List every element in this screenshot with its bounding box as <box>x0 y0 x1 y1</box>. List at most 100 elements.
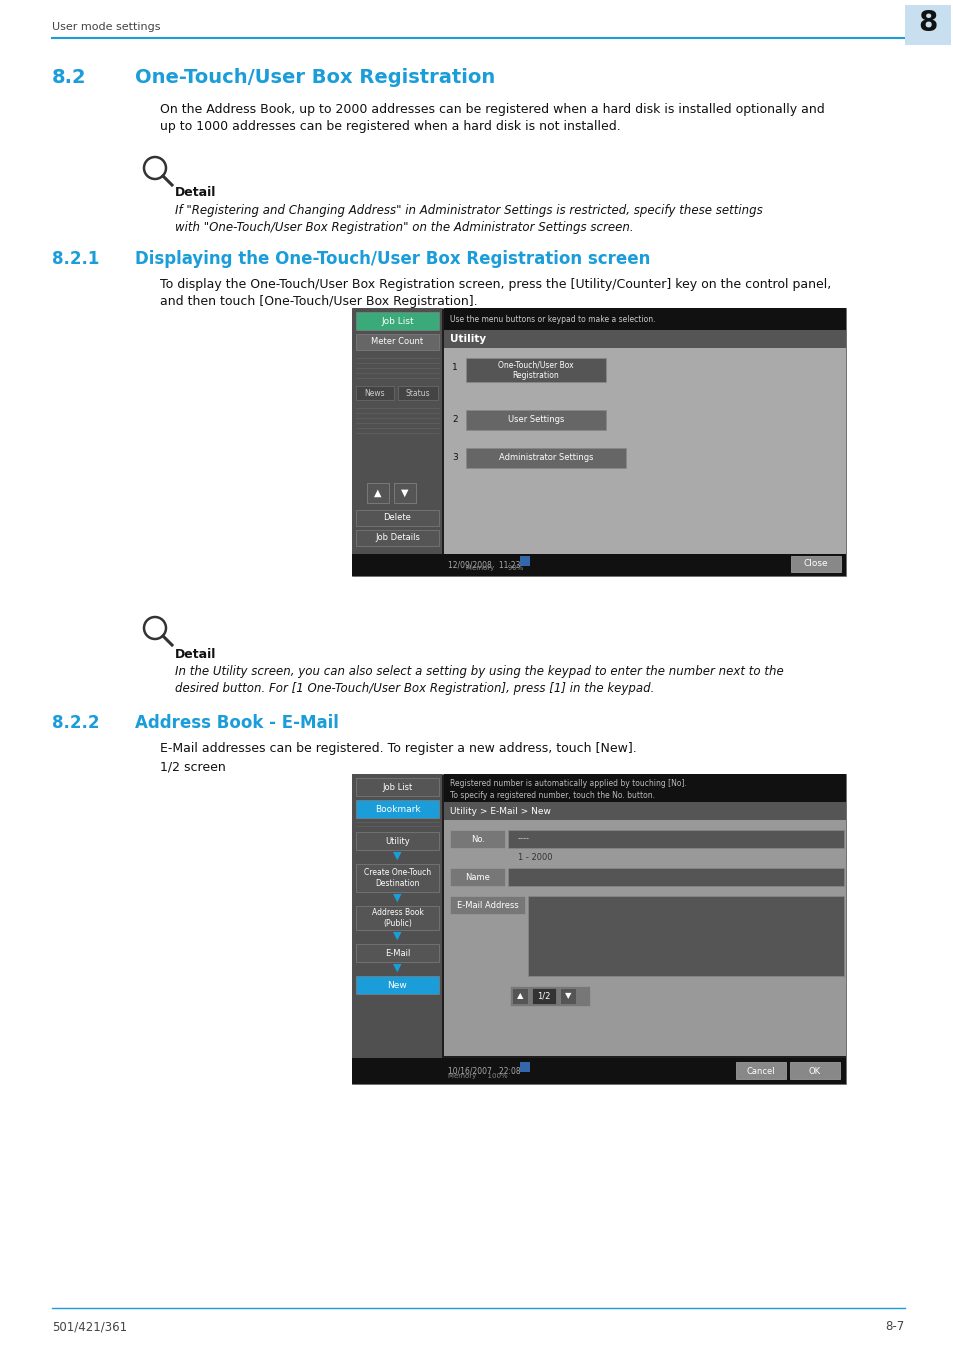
Text: 2: 2 <box>452 415 457 423</box>
Text: ▼: ▼ <box>393 893 401 902</box>
Text: ▲: ▲ <box>517 992 522 1001</box>
Text: 1/2 screen: 1/2 screen <box>160 761 226 773</box>
Text: E-Mail Address: E-Mail Address <box>456 901 518 909</box>
Text: 8: 8 <box>918 9 937 36</box>
FancyBboxPatch shape <box>352 774 845 1084</box>
Text: 8-7: 8-7 <box>884 1320 904 1333</box>
Text: Job Details: Job Details <box>375 534 419 543</box>
FancyBboxPatch shape <box>355 312 438 330</box>
Text: ▼: ▼ <box>564 992 571 1001</box>
Text: 8.2.1: 8.2.1 <box>52 250 99 267</box>
FancyBboxPatch shape <box>355 800 438 817</box>
FancyBboxPatch shape <box>450 867 504 886</box>
Text: E-Mail: E-Mail <box>384 948 410 958</box>
Text: Displaying the One-Touch/User Box Registration screen: Displaying the One-Touch/User Box Regist… <box>135 250 650 267</box>
FancyBboxPatch shape <box>355 778 438 796</box>
FancyBboxPatch shape <box>789 1062 840 1079</box>
Text: OK: OK <box>808 1066 821 1075</box>
FancyBboxPatch shape <box>465 449 625 467</box>
Text: 1/2: 1/2 <box>537 992 550 1001</box>
FancyBboxPatch shape <box>510 986 589 1006</box>
Text: ----: ---- <box>517 835 530 843</box>
Text: To specify a registered number, touch the No. button.: To specify a registered number, touch th… <box>450 790 655 800</box>
Text: Bookmark: Bookmark <box>375 804 420 813</box>
FancyBboxPatch shape <box>355 530 438 546</box>
FancyBboxPatch shape <box>443 820 845 1056</box>
Text: Address Book
(Public): Address Book (Public) <box>371 908 423 928</box>
FancyBboxPatch shape <box>559 988 576 1004</box>
Text: Meter Count: Meter Count <box>371 338 423 346</box>
Text: 12/09/2008   11:23: 12/09/2008 11:23 <box>448 561 520 570</box>
FancyBboxPatch shape <box>443 330 845 349</box>
FancyBboxPatch shape <box>394 484 416 503</box>
FancyBboxPatch shape <box>352 308 441 576</box>
FancyBboxPatch shape <box>465 358 605 382</box>
FancyBboxPatch shape <box>352 774 441 1084</box>
FancyBboxPatch shape <box>355 907 438 929</box>
FancyBboxPatch shape <box>443 349 845 554</box>
Text: 8.2.2: 8.2.2 <box>52 713 99 732</box>
FancyBboxPatch shape <box>397 386 437 400</box>
FancyBboxPatch shape <box>367 484 389 503</box>
Text: In the Utility screen, you can also select a setting by using the keypad to ente: In the Utility screen, you can also sele… <box>174 665 783 678</box>
Text: up to 1000 addresses can be registered when a hard disk is not installed.: up to 1000 addresses can be registered w… <box>160 120 620 132</box>
Text: Registered number is automatically applied by touching [No].: Registered number is automatically appli… <box>450 780 686 789</box>
Text: If "Registering and Changing Address" in Administrator Settings is restricted, s: If "Registering and Changing Address" in… <box>174 204 762 218</box>
FancyBboxPatch shape <box>450 896 524 915</box>
Text: User Settings: User Settings <box>507 416 563 424</box>
FancyBboxPatch shape <box>904 5 950 45</box>
FancyBboxPatch shape <box>519 557 530 566</box>
FancyBboxPatch shape <box>465 409 605 430</box>
Text: 501/421/361: 501/421/361 <box>52 1320 127 1333</box>
FancyBboxPatch shape <box>355 975 438 994</box>
Text: Memory     100%: Memory 100% <box>448 1073 507 1079</box>
FancyBboxPatch shape <box>507 830 843 848</box>
FancyBboxPatch shape <box>443 308 845 330</box>
Text: Detail: Detail <box>174 648 216 661</box>
Text: To display the One-Touch/User Box Registration screen, press the [Utility/Counte: To display the One-Touch/User Box Regist… <box>160 278 830 290</box>
Text: ▲: ▲ <box>374 488 381 499</box>
FancyBboxPatch shape <box>355 334 438 350</box>
FancyBboxPatch shape <box>512 988 527 1004</box>
FancyBboxPatch shape <box>507 867 843 886</box>
Text: News: News <box>364 389 385 397</box>
FancyBboxPatch shape <box>527 896 843 975</box>
Text: One-Touch/User Box Registration: One-Touch/User Box Registration <box>135 68 495 86</box>
FancyBboxPatch shape <box>443 802 845 820</box>
Text: Utility: Utility <box>450 334 486 345</box>
Text: Job List: Job List <box>381 316 414 326</box>
Text: New: New <box>387 981 407 989</box>
Text: Administrator Settings: Administrator Settings <box>498 454 593 462</box>
Text: Utility > E-Mail > New: Utility > E-Mail > New <box>450 807 550 816</box>
FancyBboxPatch shape <box>532 988 556 1004</box>
Text: Cancel: Cancel <box>746 1066 775 1075</box>
FancyBboxPatch shape <box>355 832 438 850</box>
Text: Address Book - E-Mail: Address Book - E-Mail <box>135 713 338 732</box>
FancyBboxPatch shape <box>352 554 845 576</box>
Text: Utility: Utility <box>385 836 410 846</box>
Text: 10/16/2007   22:08: 10/16/2007 22:08 <box>448 1066 520 1075</box>
Text: 1: 1 <box>452 363 457 373</box>
Text: Detail: Detail <box>174 186 216 199</box>
Text: with "One-Touch/User Box Registration" on the Administrator Settings screen.: with "One-Touch/User Box Registration" o… <box>174 222 633 234</box>
Text: Name: Name <box>465 873 490 881</box>
Text: Job List: Job List <box>382 782 413 792</box>
Text: ▼: ▼ <box>393 963 401 973</box>
FancyBboxPatch shape <box>355 865 438 892</box>
Text: ▼: ▼ <box>393 931 401 942</box>
FancyBboxPatch shape <box>352 1058 845 1084</box>
FancyBboxPatch shape <box>355 386 394 400</box>
Text: desired button. For [1 One-Touch/User Box Registration], press [1] in the keypad: desired button. For [1 One-Touch/User Bo… <box>174 682 654 694</box>
Text: E-Mail addresses can be registered. To register a new address, touch [New].: E-Mail addresses can be registered. To r… <box>160 742 636 755</box>
Text: ▼: ▼ <box>401 488 408 499</box>
Text: Memory      90%: Memory 90% <box>448 565 523 571</box>
FancyBboxPatch shape <box>355 944 438 962</box>
Text: 1 - 2000: 1 - 2000 <box>517 854 552 862</box>
FancyBboxPatch shape <box>355 509 438 526</box>
Text: Create One-Touch
Destination: Create One-Touch Destination <box>363 869 431 888</box>
FancyBboxPatch shape <box>735 1062 785 1079</box>
Text: Close: Close <box>802 559 827 569</box>
Text: No.: No. <box>471 835 484 843</box>
FancyBboxPatch shape <box>443 774 845 802</box>
Text: Status: Status <box>405 389 430 397</box>
